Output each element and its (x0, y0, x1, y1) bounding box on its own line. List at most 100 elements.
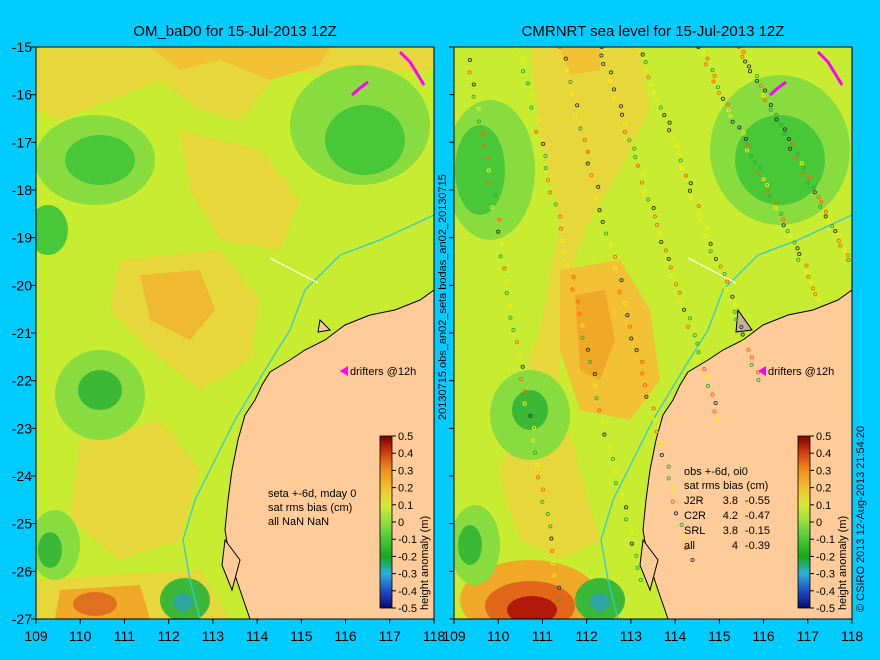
obs-dot (541, 141, 546, 146)
colorbar-tick-label: 0.4 (398, 448, 413, 460)
obs-dot (696, 203, 701, 208)
middle-label: 20130715.obs_an02_seta bodas_an02_201307… (437, 174, 449, 420)
obs-dot (493, 192, 498, 198)
obs-dot (813, 292, 818, 297)
obs-dot (790, 141, 795, 146)
obs-dot (741, 340, 746, 345)
obs-dot (633, 155, 638, 160)
lon-tick-label: 111 (114, 628, 135, 644)
obs-dot (659, 239, 664, 245)
obs-dot (690, 557, 695, 563)
lat-tick-label: -19 (12, 230, 32, 246)
obs-dot (613, 254, 618, 259)
right-drifter-marker-icon (758, 366, 766, 376)
obs-dot (767, 194, 772, 199)
obs-dot (703, 62, 709, 67)
obs-dot (543, 153, 548, 159)
obs-dot (607, 444, 612, 449)
obs-dot (705, 375, 710, 380)
obs-dot (846, 257, 851, 263)
obs-dot (575, 103, 580, 108)
obs-dot (810, 286, 816, 291)
obs-dot (529, 93, 534, 98)
obs-dot (782, 132, 787, 137)
obs-dot (572, 114, 578, 120)
left-colorbar-label: height anomaly (m) (419, 516, 431, 610)
left-panel-title: OM_baD0 for 15-Jul-2013 12Z (133, 23, 336, 40)
colorbar-tick-label: 0.4 (816, 448, 831, 460)
obs-dot (654, 97, 659, 103)
obs-dot (758, 83, 763, 88)
obs-dot (651, 406, 656, 411)
obs-dot (649, 82, 654, 87)
obs-dot (830, 224, 835, 229)
obs-dot (704, 226, 709, 231)
obs-dot (585, 161, 590, 166)
obs-dot (730, 294, 735, 299)
obs-dot (499, 242, 504, 247)
left-info-box: seta +-6d, mday 0 sat rms bias (cm) all … (268, 488, 356, 528)
obs-dot (640, 52, 645, 57)
obs-dot (744, 148, 749, 153)
obs-dot (580, 323, 585, 328)
obs-dot (739, 324, 744, 330)
colorbar-tick-label: 0.3 (398, 465, 413, 477)
obs-dot (587, 359, 592, 365)
obs-dot (732, 309, 737, 314)
obs-dot (521, 57, 526, 62)
obs-dot (549, 536, 554, 541)
obs-dot (808, 280, 814, 285)
obs-dot (845, 253, 851, 258)
colorbar-tick-label: 0.2 (398, 483, 413, 495)
obs-dot (476, 119, 481, 124)
obs-dot (697, 219, 702, 224)
obs-dot (755, 370, 761, 375)
obs-dot (529, 105, 534, 110)
colorbar-tick-label: 0.1 (398, 500, 413, 512)
obs-dot (677, 299, 682, 304)
obs-dot (561, 250, 566, 255)
obs-dot (550, 548, 555, 553)
obs-dot (702, 367, 707, 372)
obs-dot (640, 180, 645, 185)
obs-dot (728, 113, 733, 119)
obs-dot (743, 59, 748, 64)
obs-dot (804, 263, 809, 268)
obs-dot (713, 256, 718, 261)
obs-dot (666, 476, 671, 481)
obs-dot (652, 214, 657, 219)
right-axes: 109 110 111 112 113 114 115 116 117 118 (442, 46, 863, 644)
obs-dot (467, 57, 472, 63)
obs-dot (624, 505, 629, 510)
obs-dot (522, 389, 527, 394)
obs-dot (785, 228, 790, 234)
obs-dot (695, 358, 701, 363)
obs-dot (471, 94, 476, 99)
obs-dot (741, 49, 746, 54)
right-info-box: obs +-6d, oi0 sat rms bias (cm) J2R 3.8 … (684, 466, 770, 552)
obs-dot (600, 219, 605, 224)
obs-dot (741, 131, 746, 136)
left-info-line: sat rms bias (cm) (268, 502, 352, 514)
obs-dot (564, 68, 569, 73)
obs-dot (720, 96, 725, 101)
obs-dot (540, 499, 545, 504)
lon-tick-label: 117 (797, 628, 820, 644)
obs-dot (533, 450, 538, 455)
obs-dot (518, 377, 524, 382)
obs-dot (740, 332, 745, 337)
obs-dot (556, 597, 561, 603)
obs-dot (679, 522, 684, 528)
obs-dot (528, 413, 533, 418)
observation-tracks (467, 47, 851, 603)
lon-tick-label: 116 (752, 628, 775, 644)
obs-dot (612, 95, 617, 100)
obs-dot (634, 553, 639, 558)
obs-dot (504, 291, 509, 296)
obs-dot (548, 190, 553, 195)
obs-dot (613, 468, 618, 474)
obs-dot (708, 241, 713, 246)
obs-dot (838, 243, 843, 248)
stat-rms: 3.8 (723, 495, 738, 507)
obs-dot (525, 81, 530, 86)
